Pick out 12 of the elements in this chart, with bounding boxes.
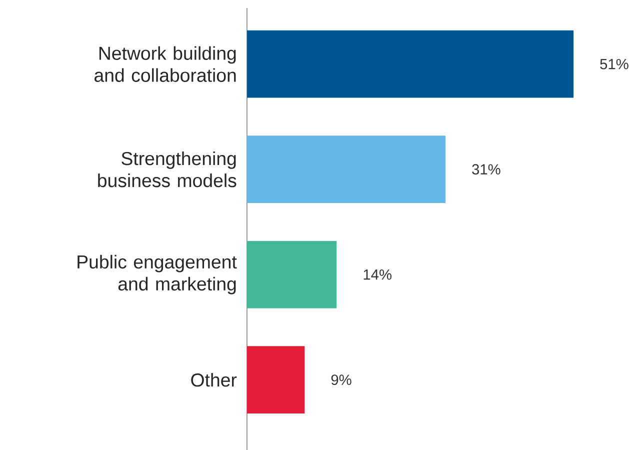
bar	[247, 136, 446, 204]
data-label: 14%	[364, 269, 392, 280]
bar	[247, 240, 337, 308]
data-label: 51%	[600, 58, 628, 70]
data-label: 31%	[472, 164, 500, 175]
data-label: 9%	[331, 374, 352, 385]
y-tick-label: Network building and collaboration	[94, 46, 236, 82]
bar	[247, 346, 305, 414]
bar	[247, 30, 574, 98]
y-tick-label: Strengthening business models	[98, 151, 236, 188]
y-tick-label: Public engagement and marketing	[78, 254, 237, 294]
y-tick-label: Other	[191, 372, 237, 387]
